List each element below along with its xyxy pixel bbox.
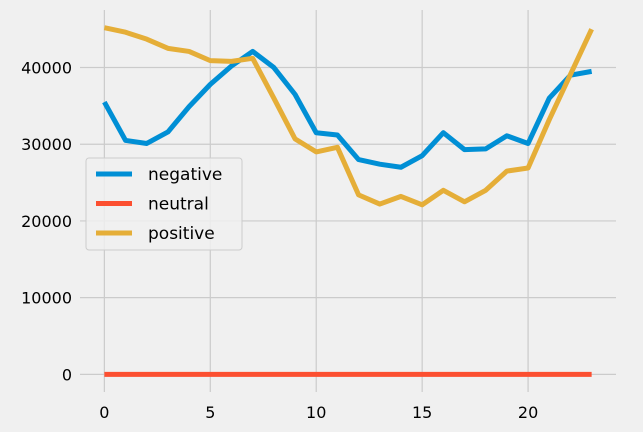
series-layer bbox=[102, 25, 594, 377]
x-tick-label: 5 bbox=[205, 403, 215, 422]
x-tick-label: 20 bbox=[518, 403, 538, 422]
legend-label-positive: positive bbox=[148, 224, 215, 244]
series-line-positive bbox=[103, 25, 594, 208]
x-tick-label: 10 bbox=[306, 403, 326, 422]
y-tick-label: 30000 bbox=[21, 135, 72, 154]
legend-label-neutral: neutral bbox=[148, 195, 209, 215]
y-tick-label: 20000 bbox=[21, 212, 72, 231]
x-axis-ticks: 0 5 10 15 20 bbox=[99, 403, 538, 422]
legend: negative neutral positive bbox=[85, 157, 243, 251]
y-tick-label: 40000 bbox=[21, 59, 72, 78]
legend-label-negative: negative bbox=[148, 165, 222, 185]
series-line-negative bbox=[102, 48, 593, 170]
y-tick-label: 10000 bbox=[21, 289, 72, 308]
x-tick-label: 0 bbox=[99, 403, 109, 422]
legend-box bbox=[85, 157, 243, 251]
y-axis-ticks: 0 10000 20000 30000 40000 bbox=[21, 59, 72, 385]
y-tick-label: 0 bbox=[62, 365, 72, 384]
x-tick-label: 15 bbox=[412, 403, 432, 422]
